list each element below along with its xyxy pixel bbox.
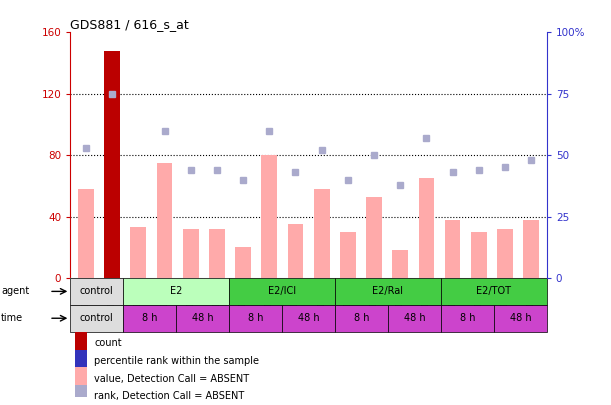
Bar [441,278,547,305]
Bar [183,229,199,278]
Bar [229,278,335,305]
Bar [419,178,434,278]
Bar [229,305,282,332]
Text: agent: agent [1,286,29,296]
Bar [70,305,123,332]
Bar [494,305,547,332]
Bar [78,189,94,278]
Bar [70,278,123,305]
Text: value, Detection Call = ABSENT: value, Detection Call = ABSENT [94,374,249,384]
Bar [131,227,146,278]
Text: 8 h: 8 h [142,313,158,323]
Text: count: count [94,339,122,348]
Bar [441,305,494,332]
Bar [75,385,87,405]
Bar [314,189,329,278]
Bar [388,305,441,332]
Text: percentile rank within the sample: percentile rank within the sample [94,356,259,366]
Bar [123,305,176,332]
Bar [366,196,382,278]
Text: 48 h: 48 h [192,313,213,323]
Bar [176,305,229,332]
Bar [282,305,335,332]
Text: GDS881 / 616_s_at: GDS881 / 616_s_at [70,18,189,31]
Bar [335,305,388,332]
Text: 8 h: 8 h [459,313,475,323]
Bar [75,367,87,390]
Bar [123,278,229,305]
Text: control: control [80,286,114,296]
Bar [75,350,87,373]
Bar [75,332,87,355]
Bar [340,232,356,278]
Text: 48 h: 48 h [298,313,320,323]
Text: 8 h: 8 h [248,313,263,323]
Bar [209,229,225,278]
Bar [445,220,461,278]
Text: E2/ICI: E2/ICI [268,286,296,296]
Text: E2/Ral: E2/Ral [373,286,403,296]
Bar [392,250,408,278]
Bar [156,163,172,278]
Bar [523,220,539,278]
Bar [471,232,486,278]
Text: E2/TOT: E2/TOT [477,286,511,296]
Bar [235,247,251,278]
Text: 8 h: 8 h [354,313,369,323]
Bar [104,51,120,278]
Text: time: time [1,313,23,323]
Bar [497,229,513,278]
Bar [335,278,441,305]
Text: 48 h: 48 h [510,313,531,323]
Bar [288,224,303,278]
Text: E2: E2 [170,286,182,296]
Bar [262,155,277,278]
Text: rank, Detection Call = ABSENT: rank, Detection Call = ABSENT [94,391,244,401]
Text: 48 h: 48 h [404,313,425,323]
Text: control: control [80,313,114,323]
